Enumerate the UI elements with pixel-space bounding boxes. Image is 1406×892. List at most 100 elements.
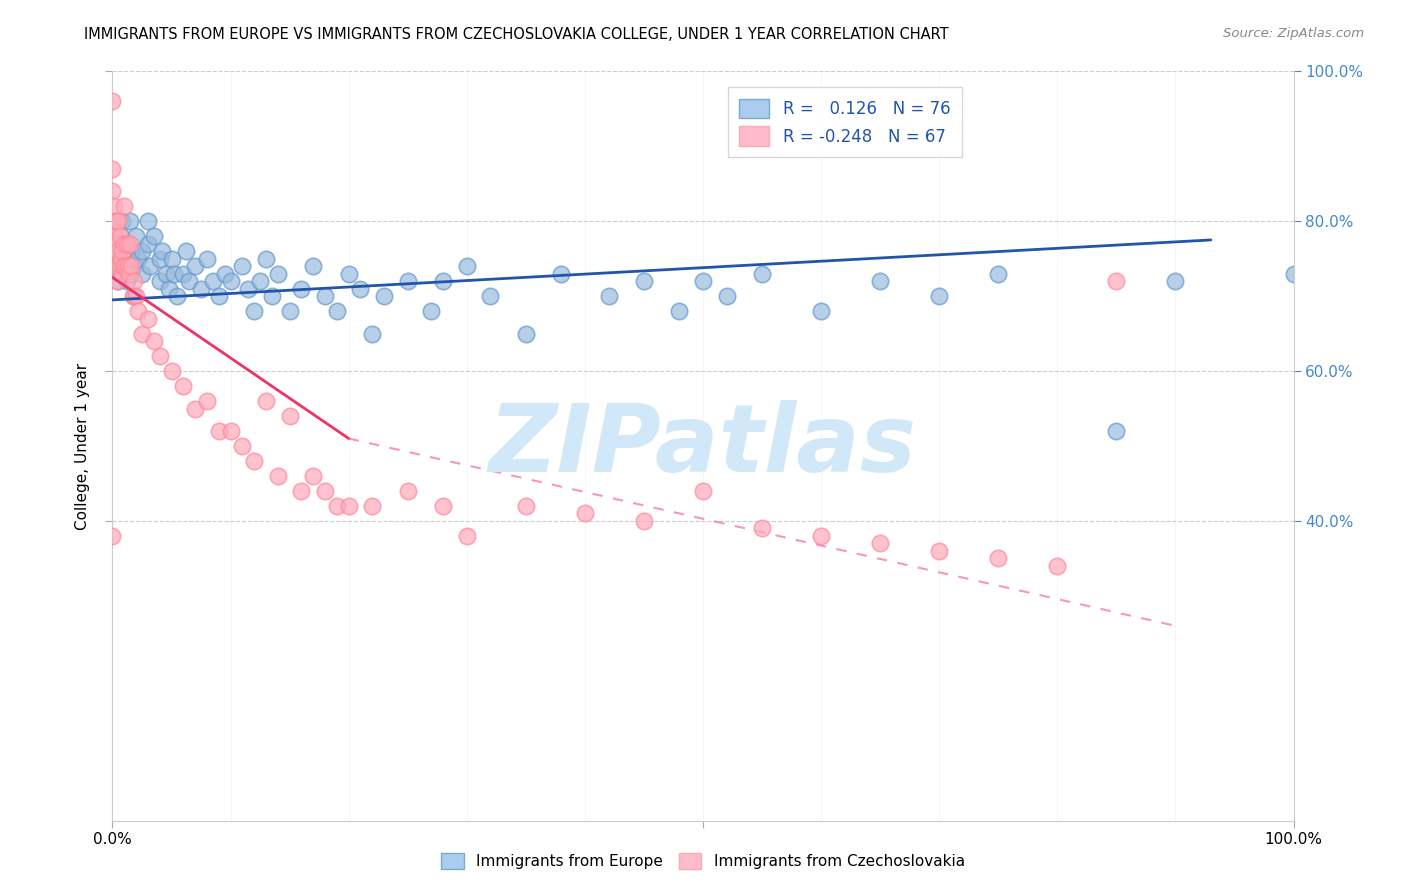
Point: [149, 274, 172, 288]
Point: [149, 349, 172, 363]
Point: [120, 214, 142, 228]
Point: [108, 229, 131, 244]
Point: [219, 424, 242, 438]
Point: [231, 439, 253, 453]
Point: [149, 252, 172, 266]
Point: [107, 259, 129, 273]
Point: [110, 229, 132, 244]
Point: [122, 259, 145, 273]
Point: [142, 334, 165, 348]
Point: [112, 259, 135, 273]
Point: [238, 282, 260, 296]
Point: [231, 259, 253, 273]
Point: [326, 304, 349, 318]
Point: [869, 536, 891, 550]
Point: [810, 304, 832, 318]
Point: [174, 244, 197, 259]
Point: [125, 229, 148, 244]
Point: [160, 364, 183, 378]
Point: [692, 483, 714, 498]
Point: [131, 244, 153, 259]
Point: [108, 244, 131, 259]
Legend: Immigrants from Europe, Immigrants from Czechoslovakia: Immigrants from Europe, Immigrants from …: [434, 847, 972, 875]
Point: [1282, 267, 1305, 281]
Point: [163, 267, 186, 281]
Point: [751, 521, 773, 535]
Point: [115, 274, 138, 288]
Point: [112, 259, 135, 273]
Point: [751, 267, 773, 281]
Point: [479, 289, 502, 303]
Point: [692, 274, 714, 288]
Point: [117, 259, 139, 273]
Point: [112, 236, 135, 251]
Point: [869, 274, 891, 288]
Y-axis label: College, Under 1 year: College, Under 1 year: [75, 362, 90, 530]
Point: [136, 311, 159, 326]
Point: [1105, 274, 1128, 288]
Point: [456, 529, 478, 543]
Point: [254, 252, 277, 266]
Point: [928, 544, 950, 558]
Point: [337, 499, 360, 513]
Point: [107, 214, 129, 228]
Point: [515, 326, 537, 341]
Point: [112, 199, 135, 213]
Point: [184, 259, 207, 273]
Point: [326, 499, 349, 513]
Point: [716, 289, 738, 303]
Point: [172, 379, 194, 393]
Point: [349, 282, 371, 296]
Point: [278, 304, 301, 318]
Text: ZIPatlas: ZIPatlas: [489, 400, 917, 492]
Point: [219, 274, 242, 288]
Point: [267, 469, 290, 483]
Point: [290, 282, 312, 296]
Point: [166, 289, 188, 303]
Point: [278, 409, 301, 423]
Point: [114, 259, 136, 273]
Point: [243, 304, 266, 318]
Point: [155, 267, 177, 281]
Point: [108, 259, 131, 273]
Point: [396, 483, 419, 498]
Point: [127, 304, 149, 318]
Point: [101, 529, 124, 543]
Point: [432, 499, 454, 513]
Text: Source: ZipAtlas.com: Source: ZipAtlas.com: [1223, 27, 1364, 40]
Point: [120, 259, 142, 273]
Point: [254, 394, 277, 409]
Point: [633, 514, 655, 528]
Point: [139, 259, 162, 273]
Point: [101, 161, 124, 176]
Point: [420, 304, 443, 318]
Point: [157, 282, 180, 296]
Point: [150, 244, 173, 259]
Point: [160, 252, 183, 266]
Point: [456, 259, 478, 273]
Point: [131, 326, 153, 341]
Point: [111, 244, 134, 259]
Point: [136, 214, 159, 228]
Point: [120, 236, 142, 251]
Point: [115, 236, 138, 251]
Point: [104, 214, 127, 228]
Point: [1046, 558, 1069, 573]
Point: [105, 214, 128, 228]
Point: [267, 267, 290, 281]
Point: [104, 244, 127, 259]
Point: [101, 95, 124, 109]
Point: [314, 483, 336, 498]
Point: [120, 244, 142, 259]
Point: [122, 289, 145, 303]
Point: [127, 252, 149, 266]
Point: [121, 289, 143, 303]
Point: [122, 274, 145, 288]
Point: [1164, 274, 1187, 288]
Point: [214, 267, 236, 281]
Point: [190, 282, 212, 296]
Point: [260, 289, 283, 303]
Point: [432, 274, 454, 288]
Point: [201, 274, 224, 288]
Point: [105, 274, 128, 288]
